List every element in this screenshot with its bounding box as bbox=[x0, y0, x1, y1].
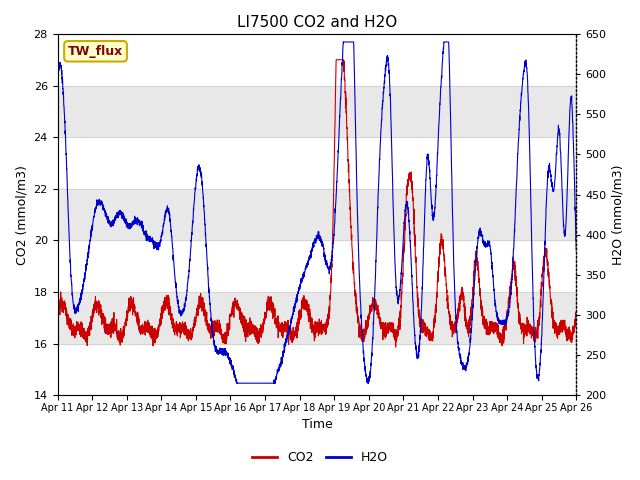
Bar bbox=[58, 189, 576, 240]
Text: TW_flux: TW_flux bbox=[68, 45, 123, 58]
Title: LI7500 CO2 and H2O: LI7500 CO2 and H2O bbox=[237, 15, 397, 30]
Y-axis label: CO2 (mmol/m3): CO2 (mmol/m3) bbox=[15, 165, 28, 264]
Bar bbox=[58, 85, 576, 137]
Bar bbox=[58, 292, 576, 344]
Legend: CO2, H2O: CO2, H2O bbox=[247, 446, 393, 469]
Y-axis label: H2O (mmol/m3): H2O (mmol/m3) bbox=[612, 164, 625, 265]
X-axis label: Time: Time bbox=[301, 419, 332, 432]
